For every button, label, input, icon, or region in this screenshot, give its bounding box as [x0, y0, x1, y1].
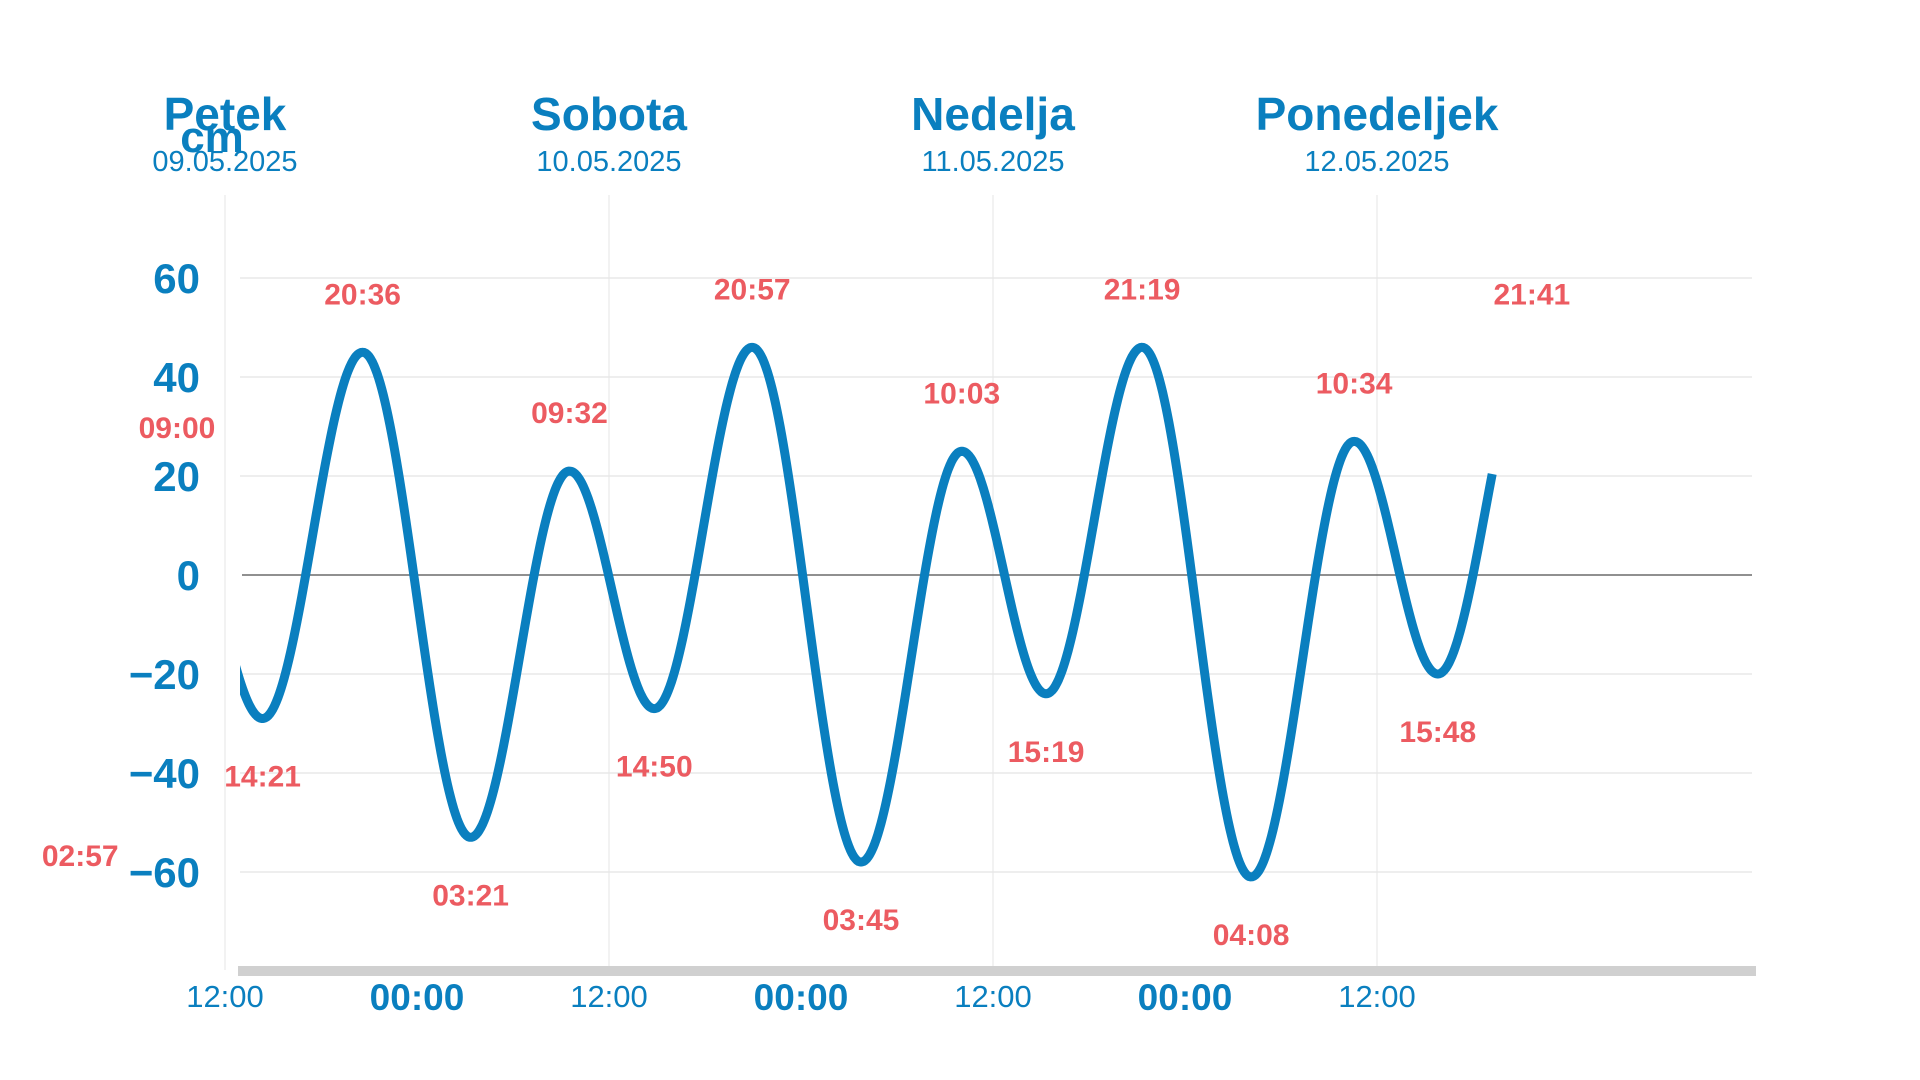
- day-name: Ponedeljek: [1256, 88, 1499, 140]
- high-tide-time-label: 20:57: [714, 273, 791, 306]
- x-tick-label-midnight: 00:00: [1138, 977, 1233, 1018]
- low-tide-time-label: 04:08: [1213, 919, 1290, 952]
- day-name: Petek: [164, 88, 287, 140]
- tide-curve-layer: [240, 342, 1497, 882]
- high-tide-time-label: 20:36: [324, 278, 401, 311]
- y-tick-label: 40: [153, 354, 200, 401]
- axis-layer: 60 40 20 0 −20 −40 −60 12:00 00:00 12:00 00:00 12:0…: [129, 255, 1756, 1018]
- tide-series-line: [240, 342, 1497, 882]
- y-tick-label: −60: [129, 849, 200, 896]
- low-tide-time-label: 02:57: [42, 840, 119, 873]
- x-tick-label-noon: 12:00: [954, 979, 1032, 1014]
- low-tide-time-label: 15:48: [1399, 716, 1476, 749]
- y-tick-label: −40: [129, 750, 200, 797]
- x-axis-bar: [238, 966, 1756, 976]
- extreme-labels-layer: 02:57 09:00 14:21 20:36 03:21 09:32 14:50 20:57…: [42, 273, 1570, 952]
- y-tick-label: 0: [177, 552, 200, 599]
- day-name: Nedelja: [911, 88, 1075, 140]
- y-tick-label: −20: [129, 651, 200, 698]
- day-name: Sobota: [531, 88, 687, 140]
- low-tide-time-label: 15:19: [1008, 736, 1085, 769]
- high-tide-time-label: 21:19: [1104, 273, 1181, 306]
- low-tide-time-label: 03:21: [432, 879, 509, 912]
- day-date: 09.05.2025: [152, 146, 297, 178]
- low-tide-time-label: 14:21: [224, 761, 301, 794]
- low-tide-time-label: 14:50: [616, 751, 693, 784]
- day-date: 10.05.2025: [536, 146, 681, 178]
- y-unit-label: cm: [180, 113, 244, 162]
- high-tide-time-label: 10:34: [1316, 367, 1393, 400]
- high-tide-time-label: 09:00: [139, 412, 216, 445]
- day-date: 11.05.2025: [922, 146, 1065, 178]
- day-date: 12.05.2025: [1304, 146, 1449, 178]
- high-tide-time-label: 09:32: [531, 397, 608, 430]
- grid-layer: [224, 195, 1752, 970]
- x-tick-label-midnight: 00:00: [754, 977, 849, 1018]
- high-tide-time-label: 10:03: [923, 377, 1000, 410]
- x-tick-label-noon: 12:00: [1338, 979, 1416, 1014]
- x-tick-label-noon: 12:00: [186, 979, 264, 1014]
- y-tick-label: 20: [153, 453, 200, 500]
- high-tide-time-label: 21:41: [1494, 278, 1571, 311]
- low-tide-time-label: 03:45: [823, 904, 900, 937]
- y-tick-label: 60: [153, 255, 200, 302]
- x-tick-label-noon: 12:00: [570, 979, 648, 1014]
- day-header-layer: Petek 09.05.2025 Sobota 10.05.2025 Nedelja 11…: [152, 88, 1498, 178]
- x-tick-label-midnight: 00:00: [370, 977, 465, 1018]
